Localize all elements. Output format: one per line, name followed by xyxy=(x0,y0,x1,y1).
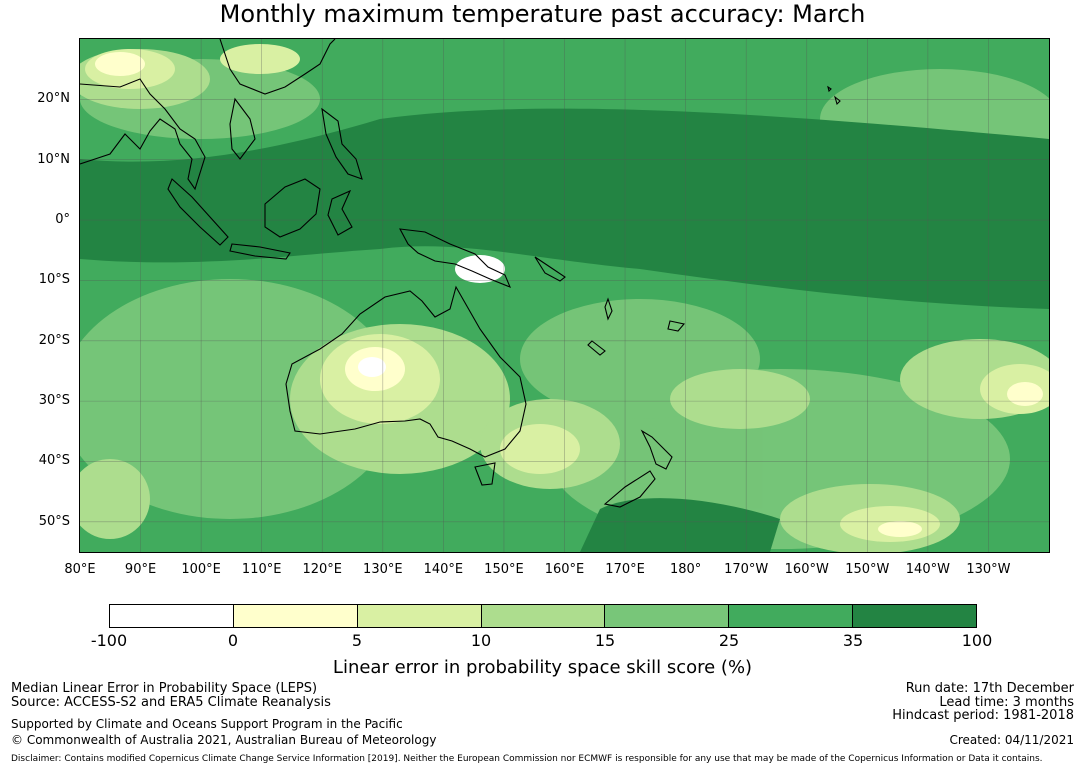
colorbar-segment xyxy=(481,605,606,627)
colorbar-tick-label: 35 xyxy=(842,631,864,650)
coastline-new-caledonia xyxy=(587,340,606,356)
source-text: Source: ACCESS-S2 and ERA5 Climate Reana… xyxy=(11,695,331,710)
coastline-tasmania xyxy=(474,462,496,486)
lead-time-text: Lead time: 3 months xyxy=(939,695,1074,710)
map-title: Monthly maximum temperature past accurac… xyxy=(219,0,866,28)
longitude-label: 180° xyxy=(669,562,702,577)
coastline-asia-mainland xyxy=(80,78,206,191)
hindcast-text: Hindcast period: 1981-2018 xyxy=(892,708,1074,723)
colorbar-segment xyxy=(853,605,977,627)
coastline-australia xyxy=(285,285,527,458)
longitude-label: 110°E xyxy=(241,562,282,577)
longitude-label: 140°W xyxy=(905,562,950,577)
longitude-label: 130°W xyxy=(966,562,1011,577)
coastline-vanuatu xyxy=(604,297,613,321)
coastline-new-zealand-north xyxy=(640,429,673,470)
colorbar-segment xyxy=(233,605,358,627)
coastline-new-zealand-south xyxy=(603,470,656,508)
longitude-label: 120°E xyxy=(302,562,343,577)
colorbar-tick-label: 15 xyxy=(594,631,616,650)
colorbar-segment xyxy=(729,605,854,627)
latitude-label: 30°S xyxy=(38,393,70,409)
latitude-label: 20°N xyxy=(37,91,70,107)
longitude-label: 160°W xyxy=(784,562,829,577)
coastline-philippines xyxy=(321,107,363,180)
coastline-china xyxy=(219,39,336,95)
longitude-label: 100°E xyxy=(181,562,221,577)
latitude-label: 20°S xyxy=(38,332,70,348)
method-text: Median Linear Error in Probability Space… xyxy=(11,681,318,696)
longitude-label: 80°E xyxy=(64,562,96,577)
longitude-label: 130°E xyxy=(363,562,403,577)
support-text: Supported by Climate and Oceans Support … xyxy=(11,717,403,731)
longitude-label: 140°E xyxy=(423,562,464,577)
longitude-label: 170°E xyxy=(605,562,645,577)
longitude-label: 160°E xyxy=(544,562,585,577)
longitude-label: 150°E xyxy=(484,562,524,577)
colorbar-tick-label: 100 xyxy=(961,631,993,650)
colorbar-tick-label: 5 xyxy=(351,631,363,650)
colorbar xyxy=(109,604,977,628)
latitude-label: 0° xyxy=(55,212,70,228)
longitude-label: 90°E xyxy=(124,562,157,577)
coastline-new-guinea xyxy=(399,228,512,288)
run-date-text: Run date: 17th December xyxy=(905,681,1074,696)
colorbar-tick-label: 25 xyxy=(718,631,740,650)
colorbar-tick-label: 0 xyxy=(227,631,239,650)
coastline-fiji xyxy=(667,320,686,332)
longitude-label: 170°W xyxy=(724,562,769,577)
colorbar-label: Linear error in probability space skill … xyxy=(332,657,753,678)
map-gridlines xyxy=(80,39,1049,552)
coastline-vietnam xyxy=(229,97,256,160)
copyright-text: © Commonwealth of Australia 2021, Austra… xyxy=(11,733,437,747)
latitude-label: 10°S xyxy=(38,272,70,288)
skill-map xyxy=(79,38,1050,553)
coastline-sulawesi xyxy=(327,189,353,236)
latitude-label: 50°S xyxy=(38,513,70,529)
disclaimer-text: Disclaimer: Contains modified Copernicus… xyxy=(11,754,1043,764)
colorbar-tick-label: -100 xyxy=(90,631,128,650)
coastline-java xyxy=(229,243,291,260)
longitude-label: 150°W xyxy=(845,562,890,577)
colorbar-segment xyxy=(110,605,234,627)
colorbar-segment xyxy=(357,605,482,627)
coastline-sumatra xyxy=(167,178,229,246)
latitude-label: 10°N xyxy=(37,151,70,167)
colorbar-tick-label: 10 xyxy=(470,631,492,650)
coastline-solomon-islands xyxy=(534,256,566,282)
latitude-label: 40°S xyxy=(38,453,70,469)
colorbar-segment xyxy=(605,605,730,627)
coastlines xyxy=(80,39,841,508)
created-text: Created: 04/11/2021 xyxy=(949,733,1074,747)
coastline-borneo xyxy=(264,178,321,238)
coastline-hawaii xyxy=(827,85,841,106)
skill-map-canvas xyxy=(80,39,1049,552)
